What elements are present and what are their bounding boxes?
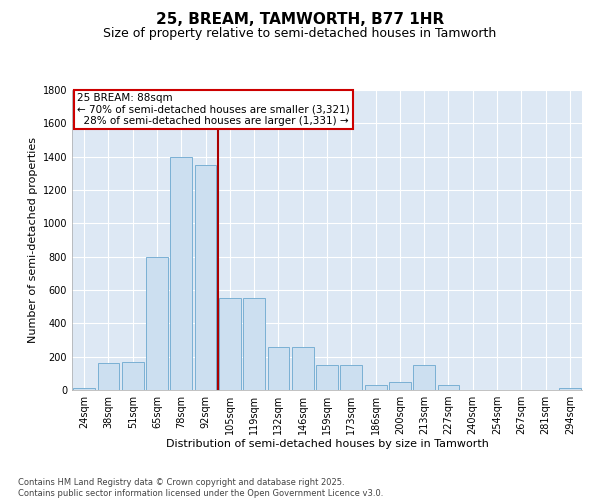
Bar bbox=[316, 365, 338, 390]
X-axis label: Distribution of semi-detached houses by size in Tamworth: Distribution of semi-detached houses by … bbox=[166, 438, 488, 448]
Bar bbox=[559, 388, 581, 390]
Bar bbox=[194, 165, 217, 390]
Text: Contains HM Land Registry data © Crown copyright and database right 2025.
Contai: Contains HM Land Registry data © Crown c… bbox=[18, 478, 383, 498]
Bar bbox=[97, 364, 119, 390]
Text: Size of property relative to semi-detached houses in Tamworth: Size of property relative to semi-detach… bbox=[103, 28, 497, 40]
Bar bbox=[437, 385, 460, 390]
Y-axis label: Number of semi-detached properties: Number of semi-detached properties bbox=[28, 137, 38, 343]
Bar bbox=[340, 365, 362, 390]
Bar bbox=[122, 362, 143, 390]
Bar bbox=[170, 156, 192, 390]
Bar bbox=[413, 365, 435, 390]
Bar bbox=[268, 346, 289, 390]
Text: 25, BREAM, TAMWORTH, B77 1HR: 25, BREAM, TAMWORTH, B77 1HR bbox=[156, 12, 444, 28]
Bar bbox=[73, 388, 95, 390]
Bar bbox=[243, 298, 265, 390]
Bar bbox=[146, 256, 168, 390]
Bar bbox=[389, 382, 411, 390]
Bar bbox=[292, 346, 314, 390]
Bar bbox=[219, 298, 241, 390]
Text: 25 BREAM: 88sqm
← 70% of semi-detached houses are smaller (3,321)
  28% of semi-: 25 BREAM: 88sqm ← 70% of semi-detached h… bbox=[77, 93, 350, 126]
Bar bbox=[365, 385, 386, 390]
